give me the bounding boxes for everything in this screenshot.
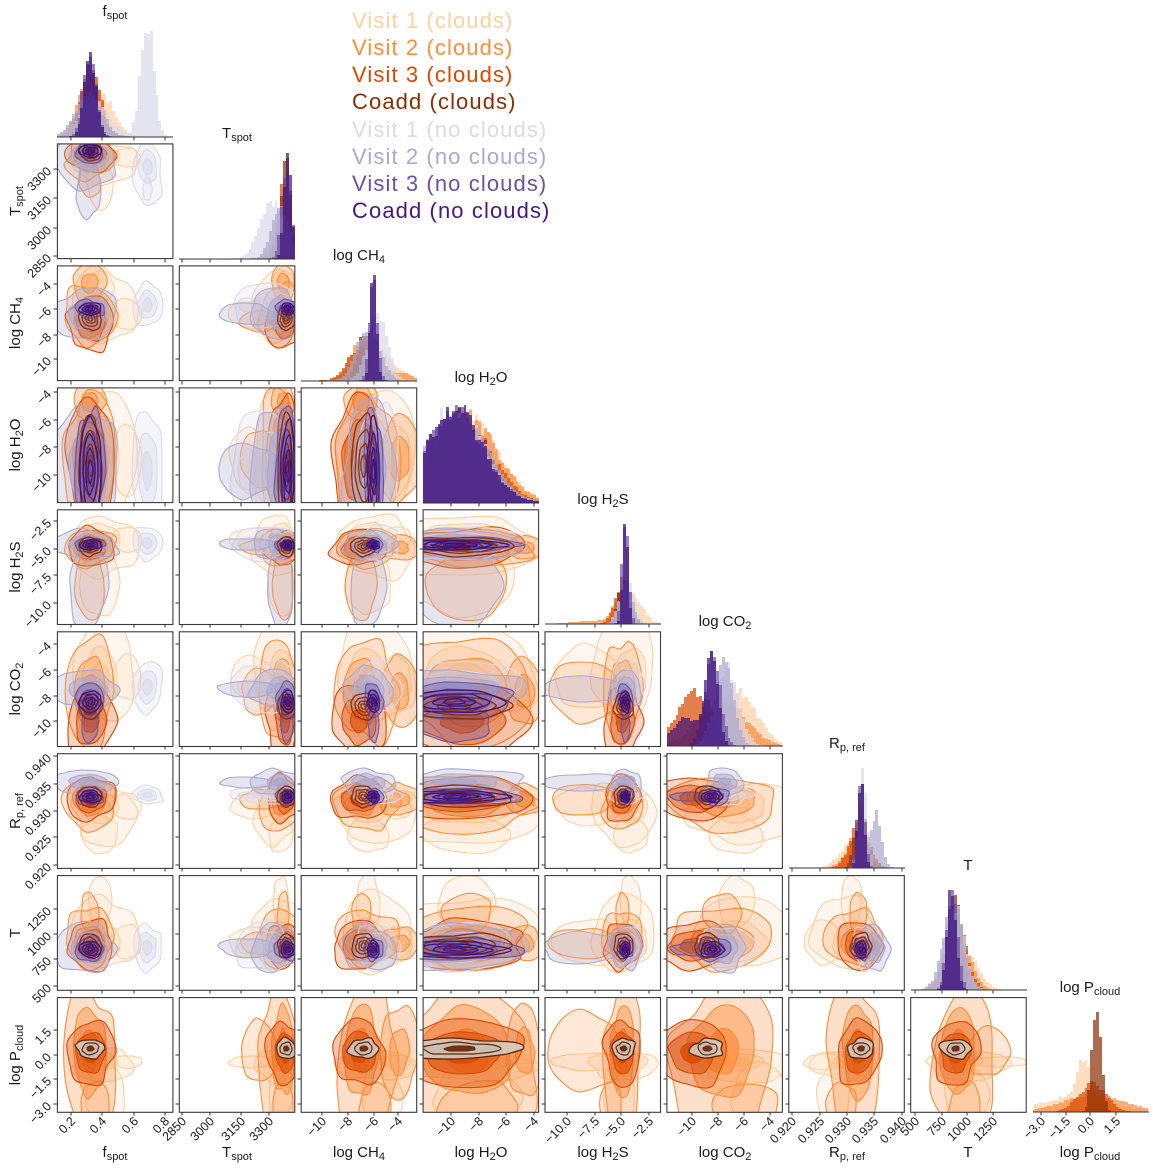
svg-text:Visit 3 (no clouds): Visit 3 (no clouds): [352, 171, 547, 196]
svg-text:Tspot​: Tspot​: [222, 125, 252, 144]
svg-text:log CH4​: log CH4​: [333, 247, 385, 266]
svg-text:Visit 3 (clouds): Visit 3 (clouds): [352, 62, 513, 87]
svg-text:log H2​S: log H2​S: [577, 491, 628, 510]
svg-text:log H2​O: log H2​O: [7, 419, 26, 472]
svg-text:log H2​O: log H2​O: [455, 1144, 508, 1163]
svg-text:Visit 2 (no clouds): Visit 2 (no clouds): [352, 144, 547, 169]
svg-text:log CO2​: log CO2​: [699, 1144, 752, 1163]
svg-text:Visit 2 (clouds): Visit 2 (clouds): [352, 35, 513, 60]
svg-text:Rp, ref​: Rp, ref​: [7, 792, 26, 829]
svg-text:Coadd (clouds): Coadd (clouds): [352, 89, 517, 114]
svg-text:Visit 1 (clouds): Visit 1 (clouds): [352, 8, 513, 33]
svg-text:log CH4​: log CH4​: [333, 1144, 385, 1163]
svg-text:T: T: [963, 857, 972, 874]
svg-text:T: T: [7, 928, 24, 937]
svg-text:log H2​S: log H2​S: [7, 541, 26, 592]
svg-text:log H2​S: log H2​S: [577, 1144, 628, 1163]
svg-text:log H2​O: log H2​O: [455, 369, 508, 388]
svg-text:log CO2​: log CO2​: [7, 663, 26, 716]
svg-text:Coadd (no clouds): Coadd (no clouds): [352, 198, 550, 223]
svg-text:T: T: [963, 1144, 972, 1161]
svg-text:log CH4​: log CH4​: [7, 297, 26, 349]
svg-text:Visit 1 (no clouds): Visit 1 (no clouds): [352, 117, 547, 142]
svg-text:log CO2​: log CO2​: [699, 613, 752, 632]
